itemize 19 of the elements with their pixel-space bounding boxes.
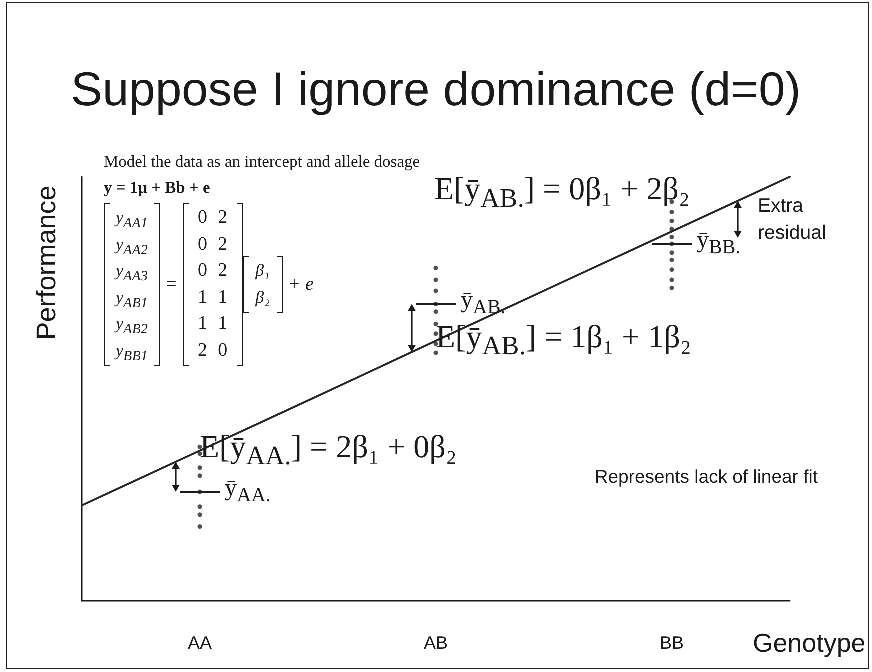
annotation: Represents lack of linear fit <box>594 466 818 488</box>
x-tick-label: AB <box>424 633 448 653</box>
annotation: ȳ$_{BB.}$ <box>697 226 741 260</box>
annotation: ȳ$_{AB.}$ <box>461 288 506 319</box>
annotation: y = 1μ + Bb + e <box>104 177 212 199</box>
annotation: Extra residual <box>758 194 826 246</box>
x-tick-label: BB <box>660 633 684 653</box>
text: Model the data as an intercept and allele dosage <box>104 151 420 173</box>
x-axis-title: Genotype <box>753 628 866 658</box>
annotation: β₁ β₂ <box>254 260 271 309</box>
annotation: + e <box>286 274 315 296</box>
annotation: = <box>164 274 179 296</box>
y-axis-title: Performance <box>32 186 62 340</box>
annotation: ȳ$_{AA.}$ <box>225 474 271 508</box>
chart-title: Suppose I ignore dominance (d=0) <box>70 64 802 116</box>
text: y$_{AA1}$ y$_{AA2}$ y$_{AA3}$ y$_{AB1}$ y$_{AB2}$ y$_{BB1}$ <box>116 208 148 364</box>
text: 0 2 0 2 0 2 1 1 1 1 2 0 <box>198 207 228 360</box>
annotation: E[ȳ$_{AB.}$] = 0β₁ + 2β₂ <box>434 170 690 215</box>
x-tick-label: AA <box>188 633 212 653</box>
